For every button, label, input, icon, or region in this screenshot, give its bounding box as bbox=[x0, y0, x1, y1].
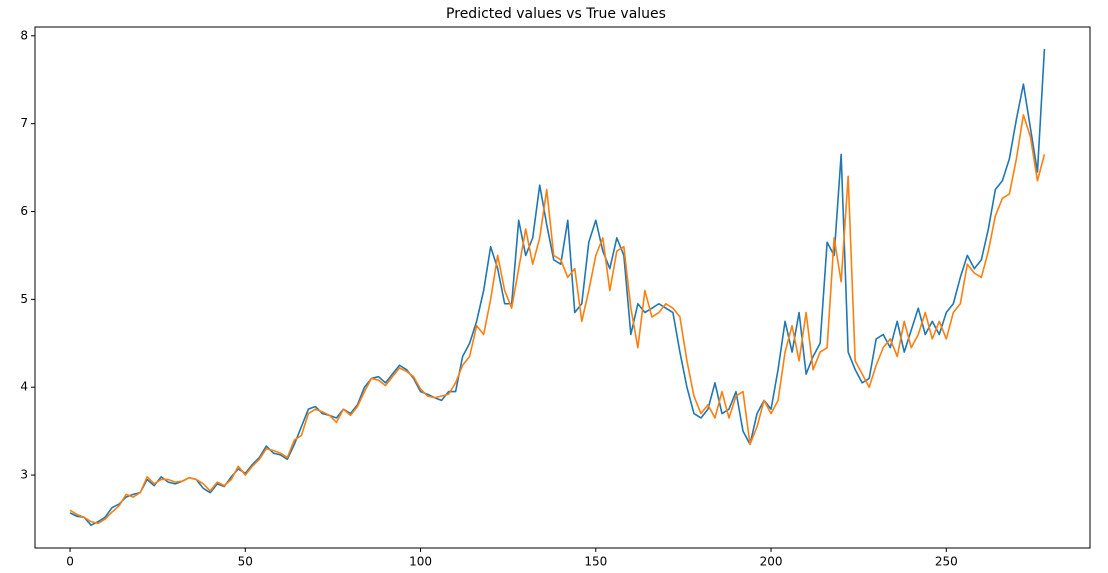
x-tick-label: 50 bbox=[238, 555, 253, 569]
x-tick-label: 100 bbox=[409, 555, 432, 569]
x-tick-label: 200 bbox=[760, 555, 783, 569]
x-tick-label: 150 bbox=[584, 555, 607, 569]
y-tick-label: 7 bbox=[20, 116, 28, 130]
y-tick-label: 6 bbox=[20, 204, 28, 218]
x-tick-label: 0 bbox=[66, 555, 74, 569]
y-tick-label: 4 bbox=[20, 380, 28, 394]
y-tick-label: 5 bbox=[20, 292, 28, 306]
chart-title: Predicted values vs True values bbox=[446, 6, 666, 22]
y-tick-label: 8 bbox=[20, 28, 28, 42]
x-tick-label: 250 bbox=[935, 555, 958, 569]
data-line bbox=[69, 48, 1046, 526]
plot-frame bbox=[34, 26, 1091, 549]
y-tick-label: 3 bbox=[20, 468, 28, 482]
data-line bbox=[69, 114, 1046, 525]
